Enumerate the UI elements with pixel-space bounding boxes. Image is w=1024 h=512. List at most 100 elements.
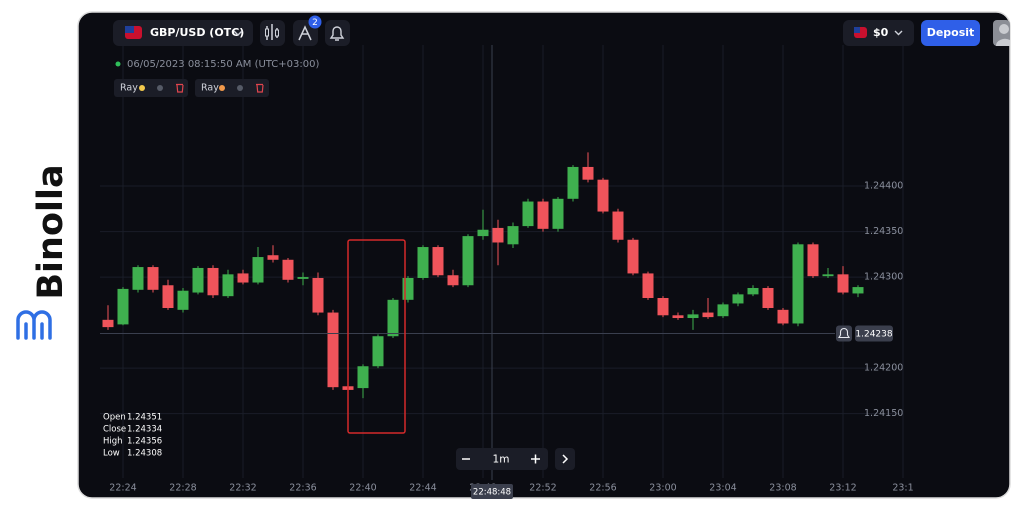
status-dot bbox=[115, 61, 121, 67]
ohlc-value: 1.24356 bbox=[127, 437, 162, 447]
y-tick-label: 1.24400 bbox=[864, 181, 903, 192]
candle-body bbox=[687, 314, 699, 319]
candle-body bbox=[672, 315, 684, 319]
indicators-button[interactable]: 2 bbox=[293, 15, 322, 47]
y-tick-label: 1.24150 bbox=[864, 408, 903, 419]
app-frame bbox=[77, 11, 1011, 499]
ohlc-legend: Open 1.24351 Close 1.24334 High 1.24356 … bbox=[103, 413, 162, 459]
crosshair-time-box bbox=[471, 484, 513, 499]
indicator-badge: 2 bbox=[312, 18, 318, 28]
candle-body bbox=[777, 309, 789, 324]
x-tick-label: 23:08 bbox=[769, 483, 796, 494]
candle-body bbox=[747, 287, 759, 295]
candle-body bbox=[522, 201, 534, 227]
y-tick-label: 1.24300 bbox=[864, 272, 903, 283]
ohlc-label: High bbox=[103, 437, 123, 447]
candle-body bbox=[192, 267, 204, 293]
brand-logo bbox=[16, 310, 52, 340]
candle-body bbox=[732, 294, 744, 304]
candle-body bbox=[447, 275, 459, 286]
x-tick-label: 22:36 bbox=[289, 483, 316, 494]
candle-body bbox=[537, 201, 549, 229]
candle-body bbox=[417, 247, 429, 278]
symbol-selector[interactable]: GBP/USD (OTC) bbox=[113, 20, 253, 46]
candle-body bbox=[627, 239, 639, 274]
ohlc-label: Open bbox=[103, 413, 126, 423]
last-price-box bbox=[855, 325, 893, 342]
candle-body bbox=[297, 277, 309, 279]
zoom-in-button[interactable] bbox=[531, 454, 540, 464]
candle-body bbox=[147, 267, 159, 290]
candle-body bbox=[507, 226, 519, 245]
ohlc-value: 1.24334 bbox=[127, 425, 162, 435]
last-price-label: 1.24238 bbox=[855, 329, 892, 339]
candle-body bbox=[567, 166, 579, 199]
candle-body bbox=[432, 247, 444, 276]
candle-body bbox=[477, 229, 489, 237]
x-tick-label: 23:12 bbox=[829, 483, 856, 494]
candle-body bbox=[252, 257, 264, 283]
ohlc-label: Close bbox=[103, 425, 126, 435]
x-tick-label: 23:1 bbox=[892, 483, 913, 494]
candle-body bbox=[597, 179, 609, 212]
candle-body bbox=[387, 299, 399, 337]
deposit-button[interactable]: Deposit bbox=[921, 20, 980, 46]
y-tick-label: 1.24350 bbox=[864, 226, 903, 237]
candle-body bbox=[282, 259, 294, 280]
candle-body bbox=[837, 274, 849, 293]
candle-body bbox=[822, 274, 834, 277]
deposit-label: Deposit bbox=[927, 26, 975, 39]
next-button[interactable] bbox=[555, 448, 575, 470]
drawing-tool[interactable]: Ray bbox=[114, 79, 188, 97]
price-alert-icon bbox=[838, 327, 850, 339]
x-tick-label: 22:28 bbox=[169, 483, 196, 494]
candle-body bbox=[807, 244, 819, 277]
candle-body bbox=[762, 287, 774, 309]
x-tick-label: 22:40 bbox=[349, 483, 376, 494]
candle-body bbox=[702, 312, 714, 318]
highlight-box bbox=[347, 239, 406, 434]
chart: 1.24150 1.24200 1.24300 1.24350 1.24400 22:24… bbox=[100, 45, 914, 499]
crosshair-time: 22:48:48 bbox=[473, 488, 511, 498]
candle-body bbox=[717, 304, 729, 317]
drawing-label: Ray bbox=[120, 83, 138, 94]
drawing-tool[interactable]: Ray bbox=[195, 79, 269, 97]
candle-body bbox=[372, 336, 384, 367]
candle-body bbox=[207, 267, 219, 296]
symbol-label: GBP/USD (OTC) bbox=[150, 26, 244, 39]
candle-body bbox=[552, 198, 564, 229]
timeframe-label[interactable]: 1m bbox=[493, 454, 510, 466]
ohlc-value: 1.24308 bbox=[127, 449, 162, 459]
alerts-button[interactable] bbox=[325, 20, 350, 46]
avatar[interactable] bbox=[993, 20, 1010, 46]
candle-body bbox=[642, 273, 654, 298]
x-tick-label: 23:00 bbox=[649, 483, 676, 494]
server-time: 06/05/2023 08:15:50 AM (UTC+03:00) bbox=[127, 59, 319, 70]
chart-type-button[interactable] bbox=[260, 20, 285, 46]
y-tick-label: 1.24200 bbox=[864, 363, 903, 374]
candle-body bbox=[222, 274, 234, 297]
ohlc-value: 1.24351 bbox=[127, 413, 162, 423]
candle-body bbox=[612, 211, 624, 240]
price-alert-button[interactable] bbox=[836, 325, 852, 342]
candle-body bbox=[177, 290, 189, 310]
x-tick-label: 23:04 bbox=[709, 483, 736, 494]
timezone: (UTC+03:00) bbox=[255, 59, 320, 70]
candle-body bbox=[402, 277, 414, 300]
candle-body bbox=[162, 285, 174, 309]
candle-body bbox=[267, 255, 279, 260]
candle-body bbox=[657, 297, 669, 316]
balance-selector[interactable]: $0 bbox=[843, 20, 914, 46]
brand-name: Binolla bbox=[31, 164, 71, 299]
timeframe-control: 1m bbox=[456, 448, 548, 470]
drawing-label: Ray bbox=[201, 83, 219, 94]
candle-body bbox=[582, 166, 594, 180]
candle-body bbox=[357, 366, 369, 389]
balance: $0 bbox=[873, 26, 889, 39]
x-tick-label: 22:56 bbox=[589, 483, 616, 494]
x-tick-label: 22:44 bbox=[409, 483, 436, 494]
candle-body bbox=[792, 244, 804, 324]
x-tick-label: 22:32 bbox=[229, 483, 256, 494]
